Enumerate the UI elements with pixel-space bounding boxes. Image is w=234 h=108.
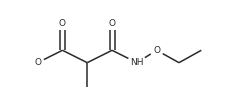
Text: O: O [59,18,66,28]
Text: O: O [34,58,41,67]
Text: O: O [153,46,160,55]
Text: O: O [109,18,116,28]
Text: NH: NH [130,58,144,67]
